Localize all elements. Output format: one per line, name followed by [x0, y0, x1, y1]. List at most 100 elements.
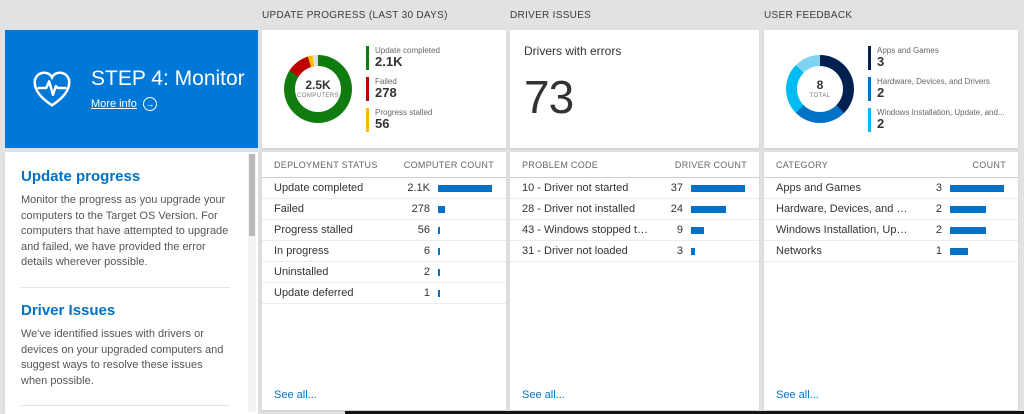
- table-row[interactable]: Apps and Games 3: [764, 178, 1018, 199]
- legend-item[interactable]: Failed 278: [366, 77, 496, 101]
- update-progress-legend: Update completed 2.1K Failed 278 Progress st…: [366, 46, 496, 132]
- table-row[interactable]: 43 - Windows stopped the devi... 9: [510, 220, 759, 241]
- legend-item[interactable]: Windows Installation, Update, and... 2: [868, 107, 1008, 132]
- section-body: Monitor the progress as you upgrade your…: [21, 194, 229, 269]
- legend-item[interactable]: Apps and Games 3: [868, 46, 1008, 71]
- user-feedback-table-card: CATEGORY COUNT Apps and Games 3 Hardware, …: [764, 152, 1018, 410]
- legend-label: Hardware, Devices, and Drivers: [877, 77, 990, 87]
- row-label: 10 - Driver not started: [522, 182, 629, 194]
- panel-scrollbar[interactable]: [248, 154, 256, 412]
- driver-issues-column: DRIVER ISSUES Drivers with errors 73 PRO…: [510, 8, 759, 410]
- user-feedback-table-body: Apps and Games 3 Hardware, Devices, and Dr…: [764, 178, 1018, 262]
- row-bar: [950, 205, 1006, 213]
- description-section: Driver Issues We've identified issues wit…: [21, 302, 230, 407]
- more-info-label: More info: [91, 98, 137, 111]
- table-row[interactable]: Hardware, Devices, and Drivers 2: [764, 199, 1018, 220]
- heartbeat-icon: [29, 66, 75, 112]
- user-feedback-legend: Apps and Games 3 Hardware, Devices, and Dr…: [868, 46, 1008, 132]
- column-header-category: CATEGORY: [776, 159, 829, 170]
- update-progress-table-card: DEPLOYMENT STATUS COMPUTER COUNT Update …: [262, 152, 506, 410]
- table-row[interactable]: Update completed 2.1K: [262, 178, 506, 199]
- see-all-link[interactable]: See all...: [776, 389, 819, 401]
- see-all-link[interactable]: See all...: [522, 389, 565, 401]
- scrollbar-thumb[interactable]: [249, 154, 255, 236]
- window-bottom-edge: [345, 411, 1024, 414]
- table-row[interactable]: 28 - Driver not installed 24: [510, 199, 759, 220]
- row-label: Progress stalled: [274, 224, 353, 236]
- row-label: Hardware, Devices, and Drivers: [776, 203, 908, 215]
- row-value: 56: [417, 224, 430, 236]
- descriptions-content: Update progress Monitor the progress as y…: [5, 152, 246, 414]
- column-header-count: COUNT: [972, 159, 1006, 170]
- row-value: 2: [423, 266, 430, 278]
- stat-value: 73: [524, 71, 574, 123]
- row-label: Failed: [274, 203, 304, 215]
- update-progress-header: UPDATE PROGRESS (LAST 30 DAYS): [262, 10, 448, 21]
- row-bar: [691, 247, 747, 255]
- row-bar: [950, 247, 1006, 255]
- legend-value: 2: [877, 115, 885, 131]
- table-row[interactable]: Uninstalled 2: [262, 262, 506, 283]
- row-bar: [691, 205, 747, 213]
- row-value: 2: [935, 224, 942, 236]
- row-value: 2.1K: [407, 182, 430, 194]
- donut-center-value: 2.5K: [305, 77, 331, 92]
- table-row[interactable]: Progress stalled 56: [262, 220, 506, 241]
- table-row[interactable]: Windows Installation, Update,... 2: [764, 220, 1018, 241]
- table-row[interactable]: Update deferred 1: [262, 283, 506, 304]
- row-bar: [438, 247, 494, 255]
- legend-color-marker: [868, 77, 871, 101]
- row-label: 31 - Driver not loaded: [522, 245, 628, 257]
- row-label: Uninstalled: [274, 266, 329, 278]
- row-bar: [950, 184, 1006, 192]
- user-feedback-column: USER FEEDBACK 8 TOTAL Apps and Games 3 Har…: [764, 8, 1018, 410]
- row-bar: [438, 184, 494, 192]
- legend-label: Windows Installation, Update, and...: [877, 107, 1005, 117]
- legend-item[interactable]: Update completed 2.1K: [366, 46, 496, 71]
- table-row[interactable]: In progress 6: [262, 241, 506, 262]
- table-row[interactable]: 31 - Driver not loaded 3: [510, 241, 759, 262]
- more-info-link[interactable]: More info →: [91, 97, 157, 112]
- row-label: Update deferred: [274, 287, 354, 299]
- stat-label: Drivers with errors: [524, 44, 622, 58]
- see-all-link[interactable]: See all...: [274, 389, 317, 401]
- row-label: Networks: [776, 245, 822, 257]
- row-value: 1: [935, 245, 942, 257]
- table-header-row: CATEGORY COUNT: [764, 152, 1018, 178]
- update-progress-table-body: Update completed 2.1K Failed 278 Progress st…: [262, 178, 506, 304]
- legend-item[interactable]: Progress stalled 56: [366, 107, 496, 132]
- user-feedback-header: USER FEEDBACK: [764, 10, 853, 21]
- legend-item[interactable]: Hardware, Devices, and Drivers 2: [868, 77, 1008, 101]
- table-row[interactable]: 10 - Driver not started 37: [510, 178, 759, 199]
- legend-value: 56: [375, 115, 390, 131]
- table-row[interactable]: Failed 278: [262, 199, 506, 220]
- update-progress-donut-chart[interactable]: 2.5K COMPUTERS: [284, 55, 352, 123]
- row-bar: [691, 226, 747, 234]
- legend-color-marker: [868, 107, 871, 132]
- arrow-right-icon: →: [142, 97, 157, 112]
- row-value: 24: [670, 203, 683, 215]
- row-bar: [438, 205, 494, 213]
- legend-color-marker: [366, 77, 369, 101]
- step4-monitor-tile[interactable]: STEP 4: Monitor More info →: [5, 30, 258, 148]
- monitor-overview-column: STEP 4: Monitor More info → Update progr…: [5, 30, 258, 414]
- section-heading: Driver Issues: [21, 302, 116, 320]
- tile-title: STEP 4: Monitor: [91, 66, 245, 90]
- row-label: 28 - Driver not installed: [522, 203, 636, 215]
- user-feedback-donut-chart[interactable]: 8 TOTAL: [786, 55, 854, 123]
- legend-label: Apps and Games: [877, 46, 939, 56]
- row-value: 1: [423, 287, 430, 299]
- legend-color-marker: [868, 46, 871, 71]
- driver-issues-table-card: PROBLEM CODE DRIVER COUNT 10 - Driver no…: [510, 152, 759, 410]
- row-label: In progress: [274, 245, 330, 257]
- row-bar: [438, 226, 494, 234]
- table-row[interactable]: Networks 1: [764, 241, 1018, 262]
- legend-color-marker: [366, 107, 369, 132]
- row-bar: [438, 289, 494, 297]
- update-progress-chart-card: 2.5K COMPUTERS Update completed 2.1K Faile…: [262, 30, 506, 148]
- table-header-row: DEPLOYMENT STATUS COMPUTER COUNT: [262, 152, 506, 178]
- legend-value: 278: [375, 85, 397, 101]
- user-feedback-chart-card: 8 TOTAL Apps and Games 3 Hardware, Devices…: [764, 30, 1018, 148]
- row-label: Update completed: [274, 182, 364, 194]
- row-label: Apps and Games: [776, 182, 861, 194]
